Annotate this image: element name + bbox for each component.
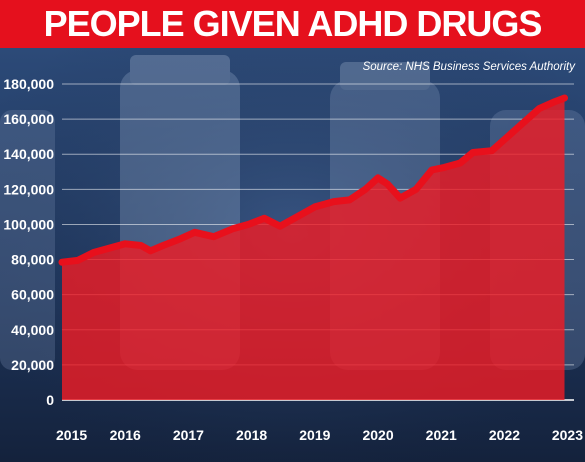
chart-title: PEOPLE GIVEN ADHD DRUGS [43,3,543,44]
y-tick-label: 80,000 [11,252,54,268]
title-banner [0,0,585,48]
y-tick-label: 120,000 [3,181,54,197]
x-tick-label: 2017 [173,427,204,443]
x-tick-label: 2019 [299,427,330,443]
y-axis-labels: 0 20,000 40,000 60,000 80,000 100,000 120,000 1… [3,76,54,408]
source-note: Source: NHS Business Services Authority [363,61,577,73]
y-tick-label: 40,000 [11,322,54,338]
y-tick-label: 0 [46,392,54,408]
area-fill [62,98,565,400]
series-line [58,94,568,266]
y-tick-label: 100,000 [3,216,54,232]
y-tick-label: 60,000 [11,287,54,303]
y-tick-label: 140,000 [3,146,54,162]
y-tick-label: 20,000 [11,357,54,373]
x-tick-label: 2015 [56,427,87,443]
area-series [58,94,568,400]
x-tick-label: 2022 [489,427,520,443]
x-tick-label: 2016 [110,427,141,443]
y-tick-label: 180,000 [3,76,54,92]
x-tick-label: 2023 [552,427,583,443]
x-tick-label: 2020 [362,427,393,443]
y-tick-label: 160,000 [3,111,54,127]
x-axis-labels: 2015 2016 2017 2018 2019 2020 2021 2022 2023 [56,427,583,443]
x-tick-label: 2018 [236,427,267,443]
x-tick-label: 2021 [426,427,457,443]
